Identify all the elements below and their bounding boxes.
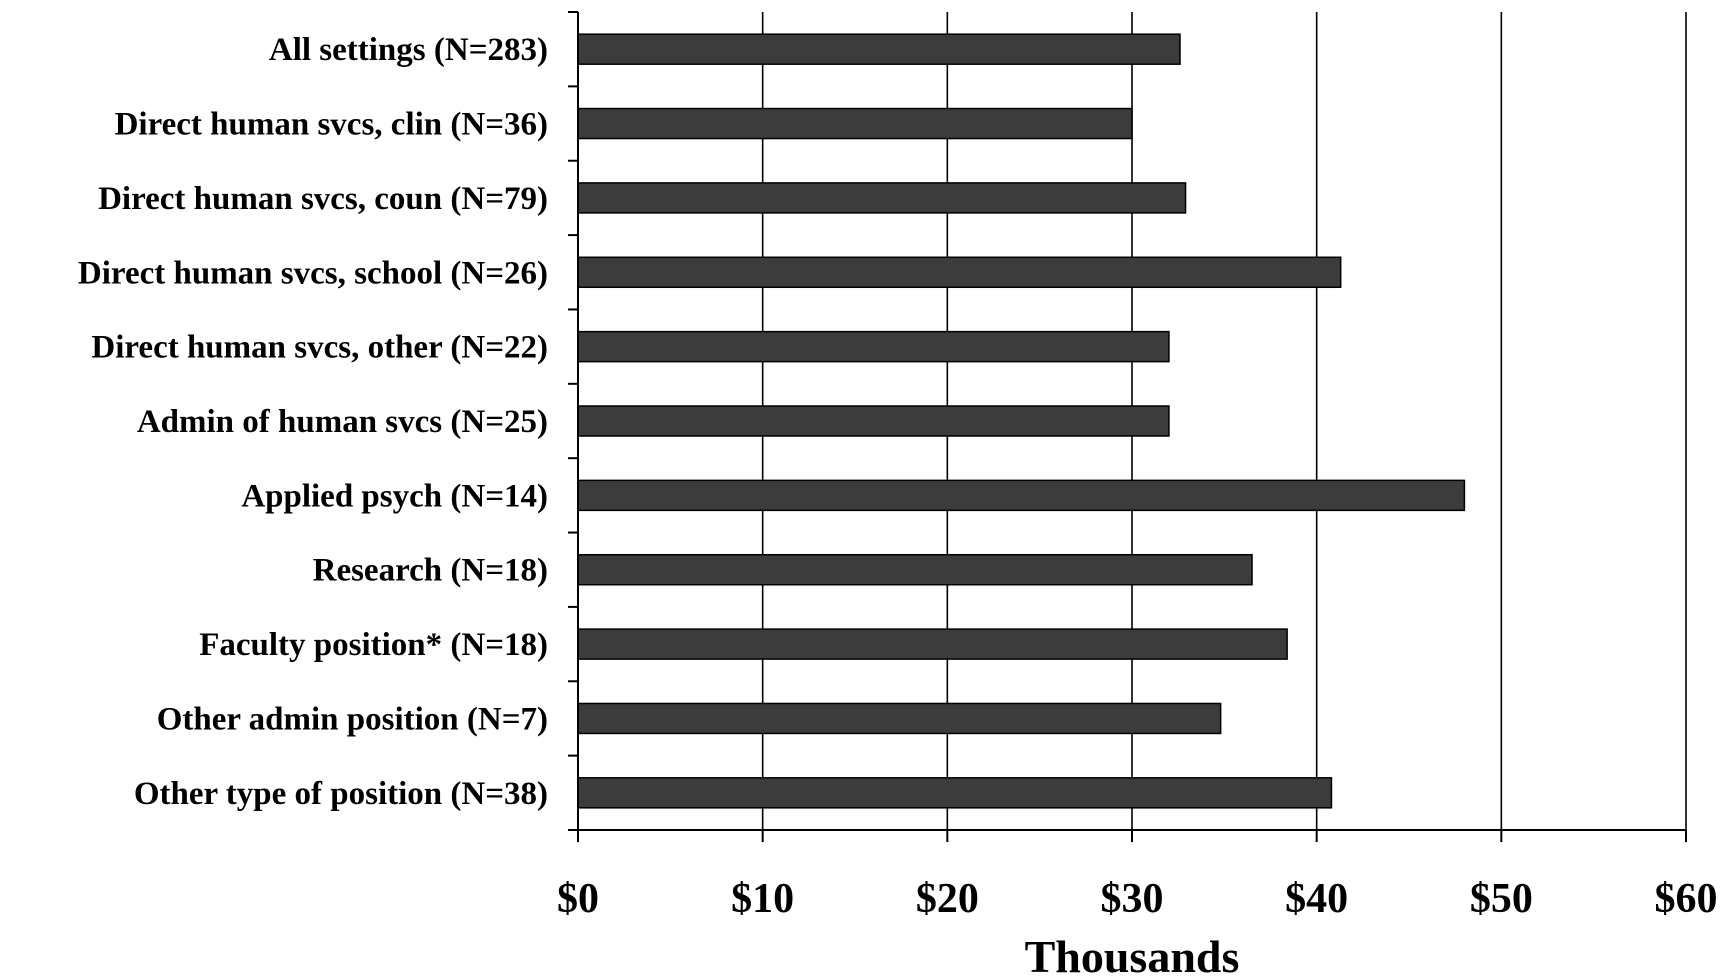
category-label: Direct human svcs, coun (N=79): [98, 181, 548, 217]
category-label: All settings (N=283): [269, 32, 548, 68]
x-tick-label: $50: [1470, 876, 1533, 922]
bar: [577, 553, 1253, 586]
bar: [577, 182, 1187, 214]
bar: [577, 256, 1342, 289]
bars: [577, 33, 1466, 809]
category-label: Other admin position (N=7): [157, 701, 548, 737]
x-tick-label: $20: [916, 876, 979, 922]
x-tick-label: $0: [557, 876, 599, 922]
category-label: Admin of human svcs (N=25): [137, 404, 548, 440]
x-tick-label: $30: [1101, 876, 1164, 922]
bar: [577, 33, 1181, 65]
bar: [577, 702, 1222, 735]
x-tick-label: $10: [731, 876, 794, 922]
x-tick-label: $60: [1655, 876, 1718, 922]
bar: [577, 107, 1133, 140]
bar: [577, 405, 1170, 437]
x-axis-title: Thousands: [1025, 931, 1240, 980]
category-label: Other type of position (N=38): [134, 776, 548, 812]
axes: [568, 11, 1687, 842]
category-label: Faculty position* (N=18): [199, 627, 548, 663]
bar: [577, 628, 1288, 660]
bar: [577, 479, 1466, 512]
category-label: Direct human svcs, school (N=26): [78, 255, 548, 291]
x-tick-label: $40: [1285, 876, 1348, 922]
category-label: Direct human svcs, clin (N=36): [115, 107, 548, 143]
category-labels: All settings (N=283) Direct human svcs, c…: [78, 32, 548, 812]
bar: [577, 777, 1333, 809]
category-label: Applied psych (N=14): [241, 478, 548, 514]
category-label: Direct human svcs, other (N=22): [91, 330, 548, 366]
bar: [577, 330, 1170, 363]
x-tick-labels: $0 $10 $20 $30 $40 $50 $60: [557, 876, 1718, 922]
category-label: Research (N=18): [313, 553, 548, 589]
